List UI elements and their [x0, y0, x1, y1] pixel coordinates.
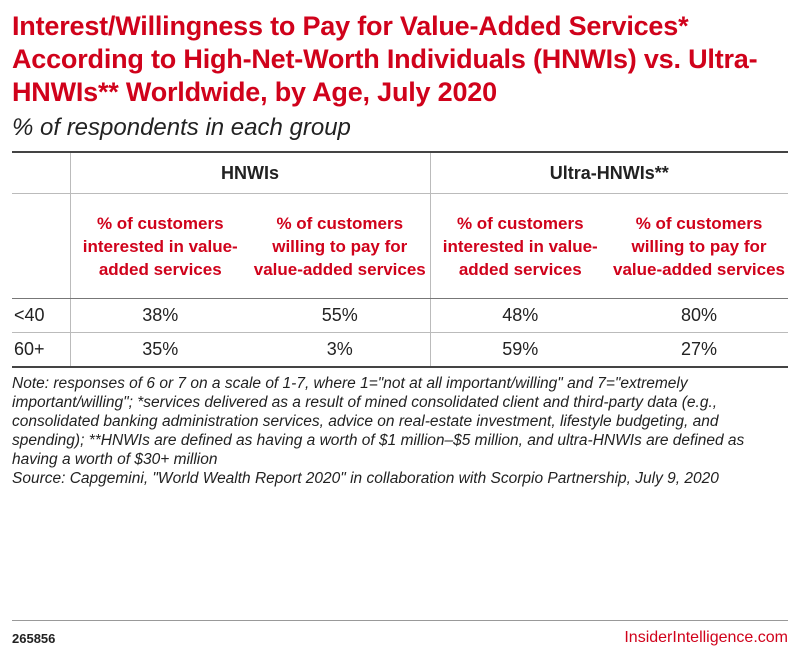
footer: 265856 InsiderIntelligence.com [12, 620, 788, 653]
column-header: % of customers interested in value-added… [69, 193, 250, 299]
chart-title: Interest/Willingness to Pay for Value-Ad… [12, 11, 758, 107]
chart-subtitle: % of respondents in each group [12, 114, 351, 141]
data-cell: 35% [69, 332, 250, 368]
row-label: 60+ [12, 332, 70, 368]
data-cell: 59% [429, 332, 610, 368]
group-header-row: HNWIs Ultra-HNWIs** [12, 151, 789, 194]
column-header: % of customers interested in value-added… [429, 193, 610, 299]
data-cell: 80% [610, 298, 789, 333]
data-table: HNWIs Ultra-HNWIs** % of customers inter… [12, 151, 789, 368]
chart-note: Note: responses of 6 or 7 on a scale of … [12, 375, 745, 468]
chart-id: 265856 [12, 631, 56, 646]
row-label: <40 [12, 298, 70, 333]
column-header: % of customers willing to pay for value-… [250, 193, 430, 299]
chart-container: Interest/Willingness to Pay for Value-Ad… [12, 10, 789, 488]
column-header-row: % of customers interested in value-added… [12, 193, 789, 299]
corner-cell [12, 151, 70, 194]
data-cell: 48% [429, 298, 610, 333]
corner-cell [12, 193, 70, 299]
table-row: 60+ 35% 3% 59% 27% [12, 332, 789, 368]
group-header-hnwis: HNWIs [69, 151, 430, 194]
table-row: <40 38% 55% 48% 80% [12, 298, 789, 333]
column-header: % of customers willing to pay for value-… [610, 193, 789, 299]
group-header-ultra-hnwis: Ultra-HNWIs** [429, 151, 789, 194]
data-cell: 27% [610, 332, 789, 368]
data-cell: 38% [69, 298, 250, 333]
data-cell: 55% [250, 298, 430, 333]
chart-source: Source: Capgemini, "World Wealth Report … [12, 470, 719, 487]
brand-link[interactable]: InsiderIntelligence.com [624, 629, 788, 646]
data-cell: 3% [250, 332, 430, 368]
